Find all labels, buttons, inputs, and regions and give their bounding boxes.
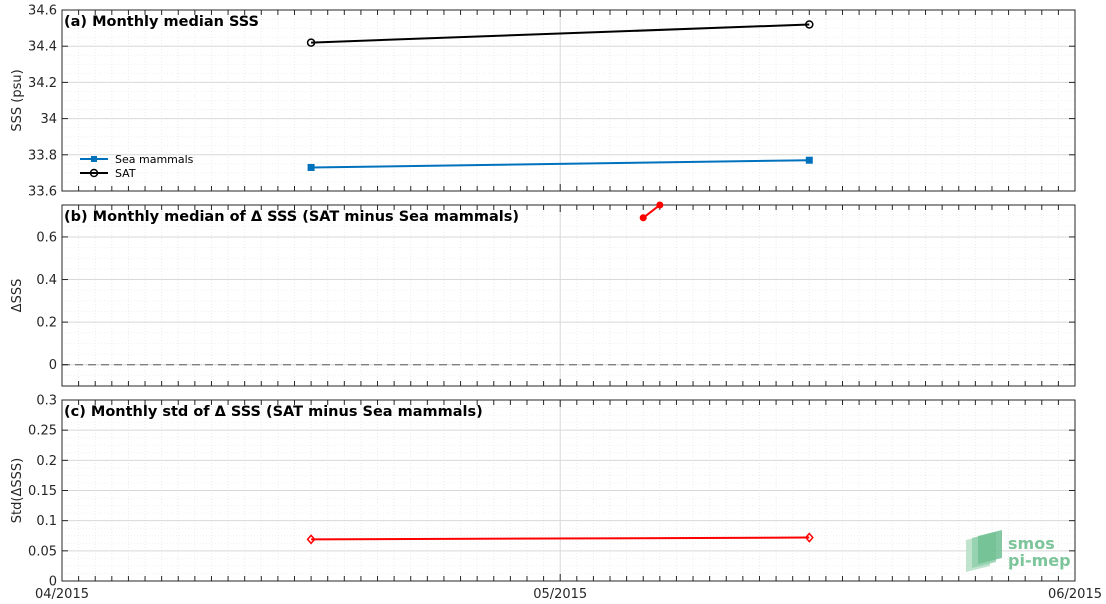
data-point — [805, 20, 814, 29]
data-point — [306, 38, 316, 47]
x-tick-label: 05/2015 — [533, 587, 587, 602]
axes-box — [61, 204, 1076, 387]
y-tick-label: 34.2 — [28, 76, 57, 91]
smos-pimep-logo: smos pi-mep — [966, 530, 1071, 572]
panel-2: 0 0.2 0.4 0.6 ΔSSS (b) Monthly median of Δ SS… — [10, 201, 1076, 387]
y-tick-label: 33.8 — [28, 148, 57, 163]
series-line — [311, 23, 810, 44]
legend-label: SAT — [115, 167, 136, 180]
logo-emblem-icon — [966, 530, 1002, 572]
y-tick-label: 34 — [40, 112, 57, 127]
y-tick-label: 0.4 — [36, 273, 57, 288]
legend-marker — [91, 156, 97, 162]
y-tick-label: 33.6 — [28, 185, 57, 200]
panel-title: (b) Monthly median of Δ SSS (SAT minus S… — [64, 209, 519, 225]
data-point — [656, 201, 664, 209]
panels: 33.6 33.8 34 34.2 34.4 34.6 SSS (psu) (a) Month… — [10, 4, 1102, 603]
y-tick-label: 0.15 — [28, 484, 57, 499]
y-tick-label: 0.3 — [36, 394, 57, 409]
y-tick-label: 0.2 — [36, 454, 57, 469]
y-axis-label: ΔSSS — [10, 279, 25, 313]
x-tick-label: 06/2015 — [1048, 587, 1102, 602]
panel-title: (c) Monthly std of Δ SSS (SAT minus Sea … — [64, 404, 483, 420]
panel-title: (a) Monthly median SSS — [64, 14, 259, 30]
y-tick-label: 0.2 — [36, 316, 57, 331]
data-point — [306, 534, 316, 545]
y-tick-label: 34.4 — [28, 40, 57, 55]
data-point — [804, 532, 814, 543]
y-tick-label: 0.1 — [36, 514, 57, 529]
y-tick-label: 0.6 — [36, 230, 57, 245]
y-tick-label: 0 — [49, 358, 57, 373]
y-axis-label: Std(ΔSSS) — [10, 458, 25, 523]
data-point — [639, 214, 647, 222]
data-point — [805, 156, 813, 164]
legend-marker — [89, 168, 99, 178]
panel-1: 33.6 33.8 34 34.2 34.4 34.6 SSS (psu) (a) Month… — [10, 4, 1076, 200]
data-point — [307, 163, 315, 171]
logo-line-1: smos — [1008, 534, 1055, 553]
y-tick-label: 0.25 — [28, 424, 57, 439]
y-tick-label: 0 — [49, 575, 57, 590]
axes-box — [61, 9, 1076, 192]
y-tick-label: 34.6 — [28, 4, 57, 19]
series-line — [311, 159, 810, 169]
panel-3: 0 0.05 0.1 0.15 0.2 0.25 0.3 Std(ΔSSS) (c) Month… — [10, 394, 1102, 603]
logo-line-2: pi-mep — [1008, 551, 1071, 570]
y-axis-label: SSS (psu) — [10, 69, 25, 131]
y-tick-label: 0.05 — [28, 544, 57, 559]
x-tick-label: 04/2015 — [35, 587, 89, 602]
legend-label: Sea mammals — [115, 153, 194, 166]
series-line — [311, 536, 810, 541]
